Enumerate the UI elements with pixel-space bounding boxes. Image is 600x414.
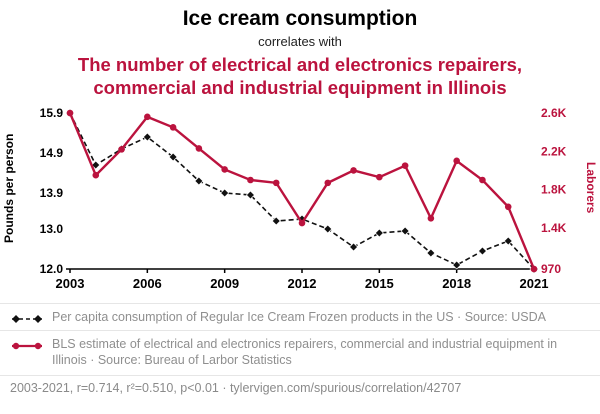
repairers-line bbox=[68, 112, 536, 270]
repairers-series-icon bbox=[12, 342, 42, 349]
x-tick-label: 2012 bbox=[288, 276, 317, 291]
right-axis-label: Laborers bbox=[584, 161, 598, 214]
left-tick-label: 15.9 bbox=[40, 106, 64, 120]
ice-cream-marker bbox=[91, 160, 101, 170]
repairers-marker bbox=[504, 203, 512, 210]
x-tick-label: 2018 bbox=[442, 276, 471, 291]
repairers-marker bbox=[298, 219, 306, 227]
legend-label-repairers: BLS estimate of electrical and electroni… bbox=[52, 336, 558, 368]
repairers-marker bbox=[401, 161, 409, 169]
legend-label-ice-cream: Per capita consumption of Regular Ice Cr… bbox=[52, 309, 546, 324]
repairers-marker bbox=[195, 144, 203, 152]
ice-cream-marker bbox=[374, 228, 384, 238]
repairers-marker bbox=[272, 179, 280, 186]
secondary-title-line2: commercial and industrial equipment in I… bbox=[93, 76, 507, 98]
x-tick-label: 2003 bbox=[56, 276, 85, 291]
ice-cream-marker bbox=[426, 248, 436, 258]
legend: Per capita consumption of Regular Ice Cr… bbox=[0, 302, 600, 373]
legend-item-ice-cream: Per capita consumption of Regular Ice Cr… bbox=[0, 304, 600, 330]
correlates-with-subtitle: correlates with bbox=[258, 34, 342, 50]
ice-cream-line bbox=[69, 112, 535, 270]
secondary-title-line1: The number of electrical and electronics… bbox=[77, 53, 523, 75]
ice-cream-marker bbox=[168, 152, 178, 162]
ice-cream-marker bbox=[245, 190, 255, 200]
x-tick-label: 2006 bbox=[133, 276, 162, 291]
right-tick-label: 2.6K bbox=[541, 106, 567, 120]
x-tick-label: 2009 bbox=[210, 276, 239, 291]
right-tick-label: 1.4K bbox=[541, 221, 567, 235]
left-axis-label: Pounds per person bbox=[2, 132, 16, 243]
ice-cream-marker bbox=[477, 246, 487, 256]
ice-cream-marker bbox=[400, 226, 410, 236]
repairers-marker bbox=[479, 176, 486, 183]
right-tick-label: 1.8K bbox=[541, 182, 567, 196]
chart-plot: 2003 2006 2009 2012 2015 2018 2021 15.9 14.9 13.9… bbox=[40, 106, 567, 291]
x-tick-label: 2021 bbox=[520, 276, 549, 291]
chart-title: Ice cream consumption bbox=[182, 7, 418, 30]
chart-area: Pounds per person Laborers 2003 2006 2009 2… bbox=[0, 103, 600, 299]
repairers-marker bbox=[324, 179, 332, 186]
header: Ice cream consumption correlates with Th… bbox=[0, 0, 600, 100]
right-tick-label: 2.2K bbox=[541, 144, 567, 158]
repairers-marker bbox=[376, 173, 383, 181]
left-tick-label: 13.9 bbox=[40, 186, 64, 200]
ice-cream-marker bbox=[452, 260, 462, 270]
repairers-marker bbox=[221, 165, 228, 173]
repairers-marker bbox=[350, 166, 357, 174]
repairers-marker bbox=[453, 157, 460, 164]
ice-cream-marker bbox=[349, 242, 359, 252]
left-tick-label: 14.9 bbox=[40, 146, 64, 160]
ice-cream-marker bbox=[271, 216, 281, 226]
legend-item-repairers: BLS estimate of electrical and electroni… bbox=[0, 329, 600, 373]
ice-cream-series-icon bbox=[12, 314, 42, 323]
repairers-marker bbox=[144, 113, 151, 120]
footer-stats: 2003-2021, r=0.714, r²=0.510, p<0.01 · t… bbox=[0, 374, 600, 395]
ice-cream-marker bbox=[503, 236, 513, 246]
x-tick-label: 2015 bbox=[365, 276, 394, 291]
repairers-marker bbox=[427, 214, 435, 222]
repairers-marker bbox=[66, 109, 74, 116]
ice-cream-marker bbox=[194, 176, 204, 186]
repairers-marker bbox=[92, 171, 100, 179]
repairers-marker bbox=[169, 123, 177, 131]
repairers-marker bbox=[247, 176, 254, 183]
left-tick-label: 13.0 bbox=[40, 222, 64, 236]
ice-cream-marker bbox=[323, 224, 333, 234]
repairers-marker bbox=[530, 265, 538, 272]
left-tick-label: 12.0 bbox=[40, 262, 64, 276]
secondary-title: The number of electrical and electronics… bbox=[0, 54, 600, 100]
right-tick-label: 970 bbox=[541, 262, 561, 276]
repairers-marker bbox=[118, 145, 125, 153]
ice-cream-marker bbox=[142, 132, 152, 142]
ice-cream-marker bbox=[220, 188, 230, 198]
